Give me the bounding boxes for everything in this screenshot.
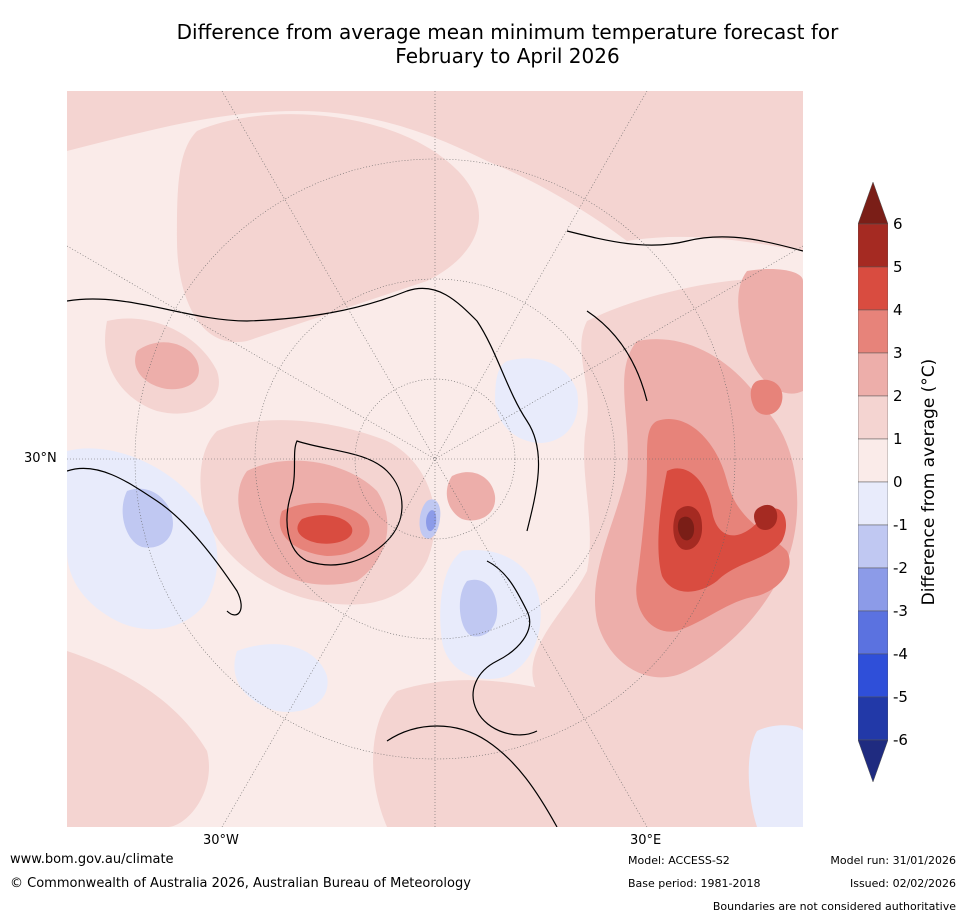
anomaly-region-barents-2 bbox=[446, 472, 496, 521]
footer-copyright: © Commonwealth of Australia 2026, Austra… bbox=[10, 876, 471, 891]
anomaly-region-alaska-2 bbox=[135, 342, 199, 390]
footer-model: Model: ACCESS-S2 bbox=[628, 854, 730, 867]
colorbar-bin bbox=[858, 438, 888, 483]
coastline-europe bbox=[386, 725, 558, 827]
colorbar-tick-label: -5 bbox=[893, 688, 908, 706]
coastline-north-america bbox=[67, 467, 242, 616]
colorbar-bin bbox=[858, 395, 888, 440]
colorbar-bin bbox=[858, 309, 888, 354]
coastline-greenland bbox=[286, 440, 403, 566]
colorbar-bin bbox=[858, 696, 888, 741]
colorbar-tick-label: -3 bbox=[893, 602, 908, 620]
anomaly-region-atlantic-pink bbox=[67, 651, 209, 827]
footer-issued: Issued: 02/02/2026 bbox=[849, 877, 956, 890]
graticule bbox=[67, 91, 803, 827]
colorbar-bin bbox=[858, 610, 888, 655]
anomaly-region-pacific-cool bbox=[748, 725, 803, 827]
coastline-arctic bbox=[67, 287, 540, 532]
graticule-meridian-3 bbox=[67, 245, 436, 460]
graticule-circle-60n bbox=[254, 278, 616, 640]
colorbar-bin bbox=[858, 352, 888, 397]
colorbar-tick-label: -2 bbox=[893, 559, 908, 577]
footer-model-run: Model run: 31/01/2026 bbox=[830, 854, 956, 867]
graticule-meridian-5 bbox=[221, 91, 436, 460]
anomaly-region-russia-6 bbox=[677, 516, 695, 541]
graticule-meridian-30w bbox=[221, 458, 436, 827]
colorbar-tick-label: 6 bbox=[893, 215, 903, 233]
coastlines bbox=[67, 230, 803, 827]
anomaly-region-eastsib-2 bbox=[738, 269, 803, 394]
colorbar-tick-label: -6 bbox=[893, 731, 908, 749]
anomaly-region-north-top bbox=[67, 91, 803, 251]
graticule-circle-40n bbox=[134, 158, 736, 760]
map-canvas bbox=[67, 91, 803, 827]
chart-title: Difference from average mean minimum tem… bbox=[60, 20, 955, 68]
colorbar-title: Difference from average (°C) bbox=[919, 358, 939, 606]
colorbar-bin bbox=[858, 481, 888, 526]
colorbar-tick-label: -1 bbox=[893, 516, 908, 534]
chart-title-line2: February to April 2026 bbox=[395, 44, 620, 68]
colorbar-tick-label: 1 bbox=[893, 430, 903, 448]
colorbar-tick-label: 5 bbox=[893, 258, 903, 276]
colorbar-tick-label: 2 bbox=[893, 387, 903, 405]
chart-title-line1: Difference from average mean minimum tem… bbox=[176, 20, 839, 44]
footer-base-period: Base period: 1981-2018 bbox=[628, 877, 761, 890]
anomaly-region-eastsib-3 bbox=[750, 379, 783, 415]
colorbar-bin bbox=[858, 266, 888, 311]
anomaly-region-scandinavia-cool-2 bbox=[459, 579, 498, 637]
anomaly-region-barents-cool bbox=[495, 358, 578, 443]
colorbar bbox=[858, 182, 888, 782]
anomaly-region-pacific-warm bbox=[177, 114, 480, 343]
colorbar-tick-label: 4 bbox=[893, 301, 903, 319]
forecast-map bbox=[67, 91, 803, 827]
footer-website: www.bom.gov.au/climate bbox=[10, 852, 174, 867]
anomaly-region-atlantic-cool bbox=[234, 644, 328, 712]
footer-disclaimer: Boundaries are not considered authoritat… bbox=[712, 900, 956, 913]
colorbar-tick-label: 3 bbox=[893, 344, 903, 362]
lat-label-30n: 30°N bbox=[24, 451, 57, 466]
anomaly-region-russia-4 bbox=[658, 468, 787, 592]
anomaly-region-russia-5b bbox=[754, 504, 778, 531]
lon-label-30w: 30°W bbox=[203, 833, 239, 848]
colorbar-tick-label: -4 bbox=[893, 645, 908, 663]
graticule-meridian-4 bbox=[434, 245, 803, 460]
colorbar-bin bbox=[858, 524, 888, 569]
colorbar-tick-label: 0 bbox=[893, 473, 903, 491]
coastline-siberia bbox=[566, 230, 803, 252]
colorbar-bin bbox=[858, 739, 888, 782]
colorbar-bin bbox=[858, 182, 888, 225]
colorbar-bin bbox=[858, 223, 888, 268]
colorbar-bin bbox=[858, 567, 888, 612]
anomaly-region-arctic-cool-3 bbox=[426, 510, 437, 532]
lon-label-30e: 30°E bbox=[630, 833, 662, 848]
anomaly-region-greenland-4 bbox=[297, 515, 353, 544]
coastline-kamchatka bbox=[586, 310, 648, 402]
colorbar-bin bbox=[858, 653, 888, 698]
coastline-scandinavia bbox=[472, 560, 538, 736]
